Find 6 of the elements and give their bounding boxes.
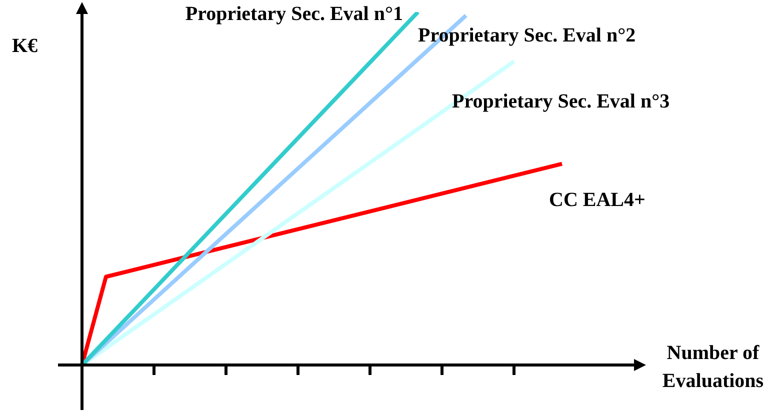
series-label: CC EAL4+ <box>549 188 646 211</box>
series-label: Proprietary Sec. Eval n°1 <box>185 3 403 25</box>
y-axis-title: K€ <box>12 35 38 57</box>
x-axis-title: Number of Evaluations <box>662 342 764 392</box>
series-label: Proprietary Sec. Eval n°2 <box>418 24 636 47</box>
series-label: Proprietary Sec. Eval n°3 <box>452 90 670 112</box>
